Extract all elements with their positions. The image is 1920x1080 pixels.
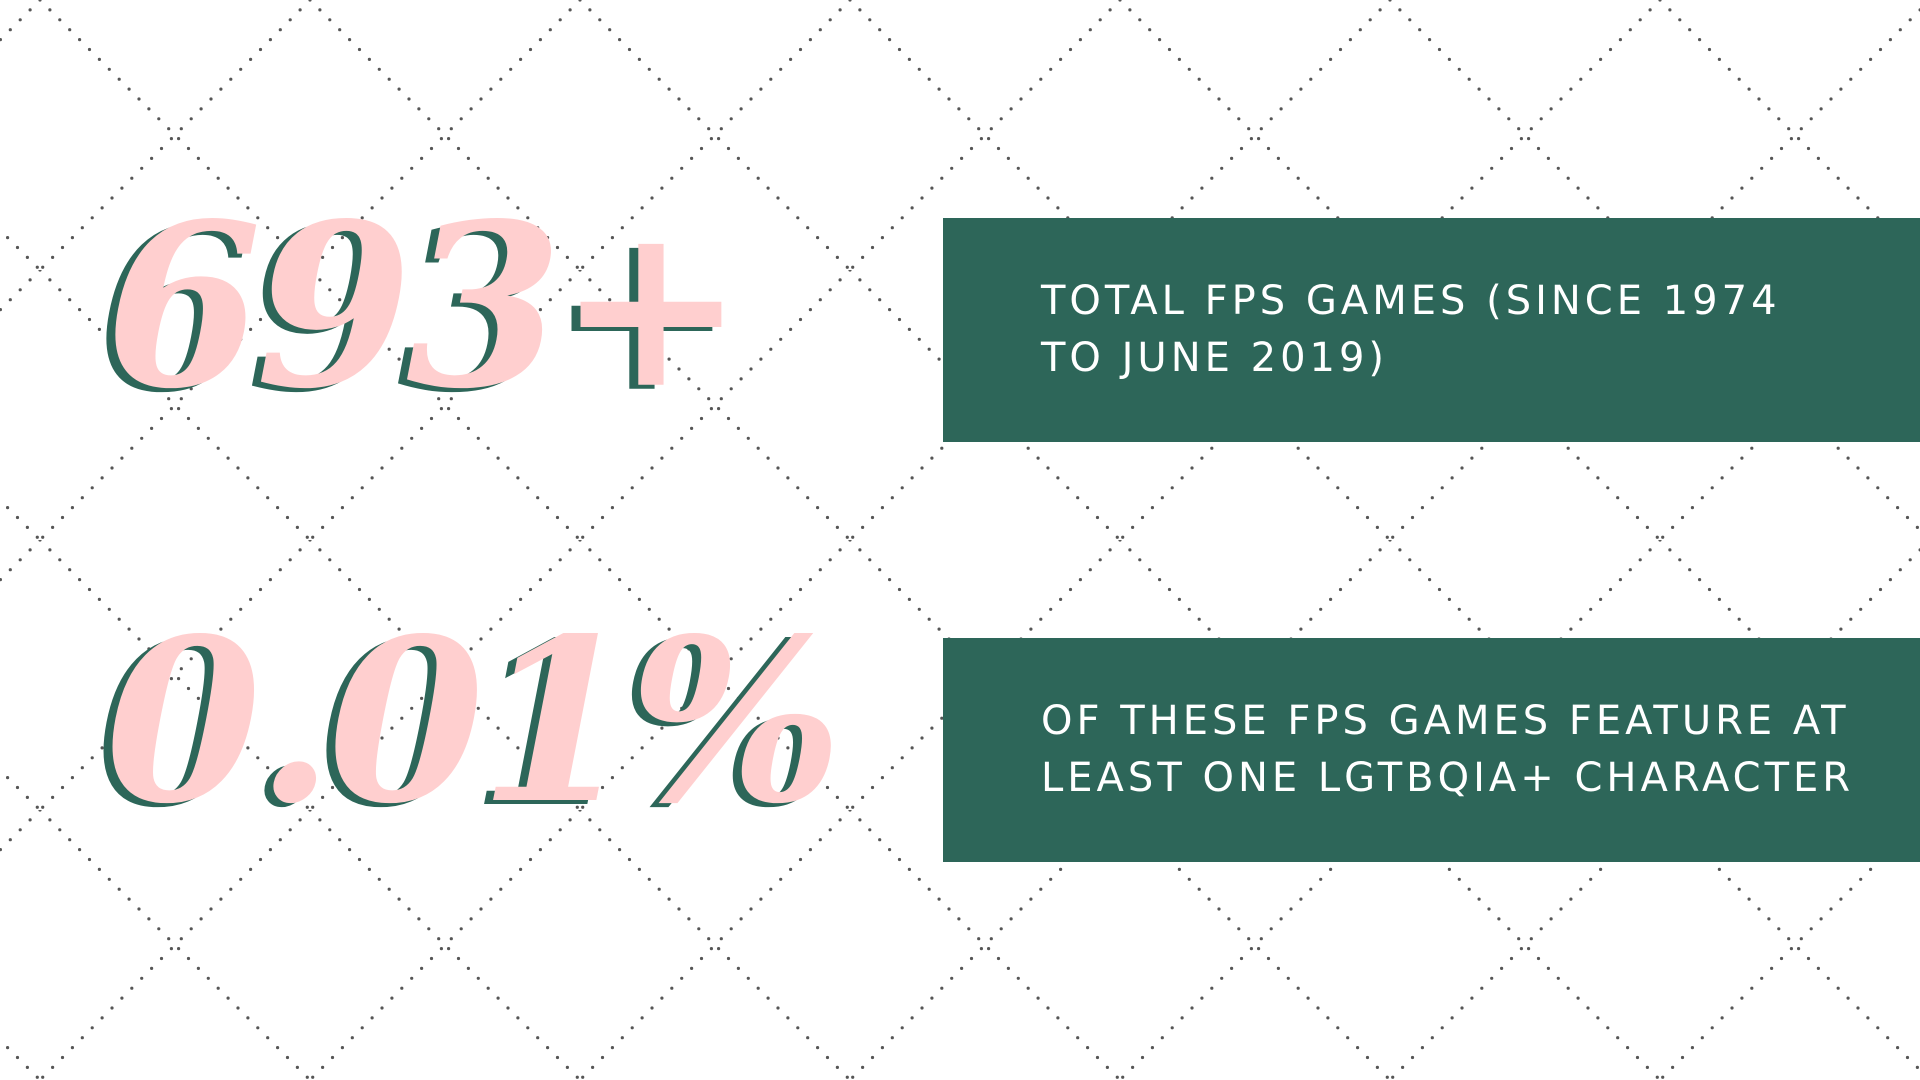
- stat-number-lgbtqia-percent: 0.01%: [105, 590, 843, 854]
- stat-banner-total-games: TOTAL FPS GAMES (SINCE 1974 TO JUNE 2019…: [943, 218, 1920, 442]
- stat-number-total-games: 693+: [105, 175, 745, 439]
- description-line: TOTAL FPS GAMES (SINCE 1974: [1041, 278, 1781, 324]
- stat-description-lgbtqia-percent: OF THESE FPS GAMES FEATURE AT LEAST ONE …: [1041, 693, 1854, 807]
- stat-banner-lgbtqia-percent: OF THESE FPS GAMES FEATURE AT LEAST ONE …: [943, 638, 1920, 862]
- description-line: TO JUNE 2019): [1041, 335, 1389, 381]
- stat-description-total-games: TOTAL FPS GAMES (SINCE 1974 TO JUNE 2019…: [1041, 273, 1781, 387]
- description-line: LEAST ONE LGTBQIA+ CHARACTER: [1041, 755, 1855, 801]
- description-line: OF THESE FPS GAMES FEATURE AT: [1041, 698, 1850, 744]
